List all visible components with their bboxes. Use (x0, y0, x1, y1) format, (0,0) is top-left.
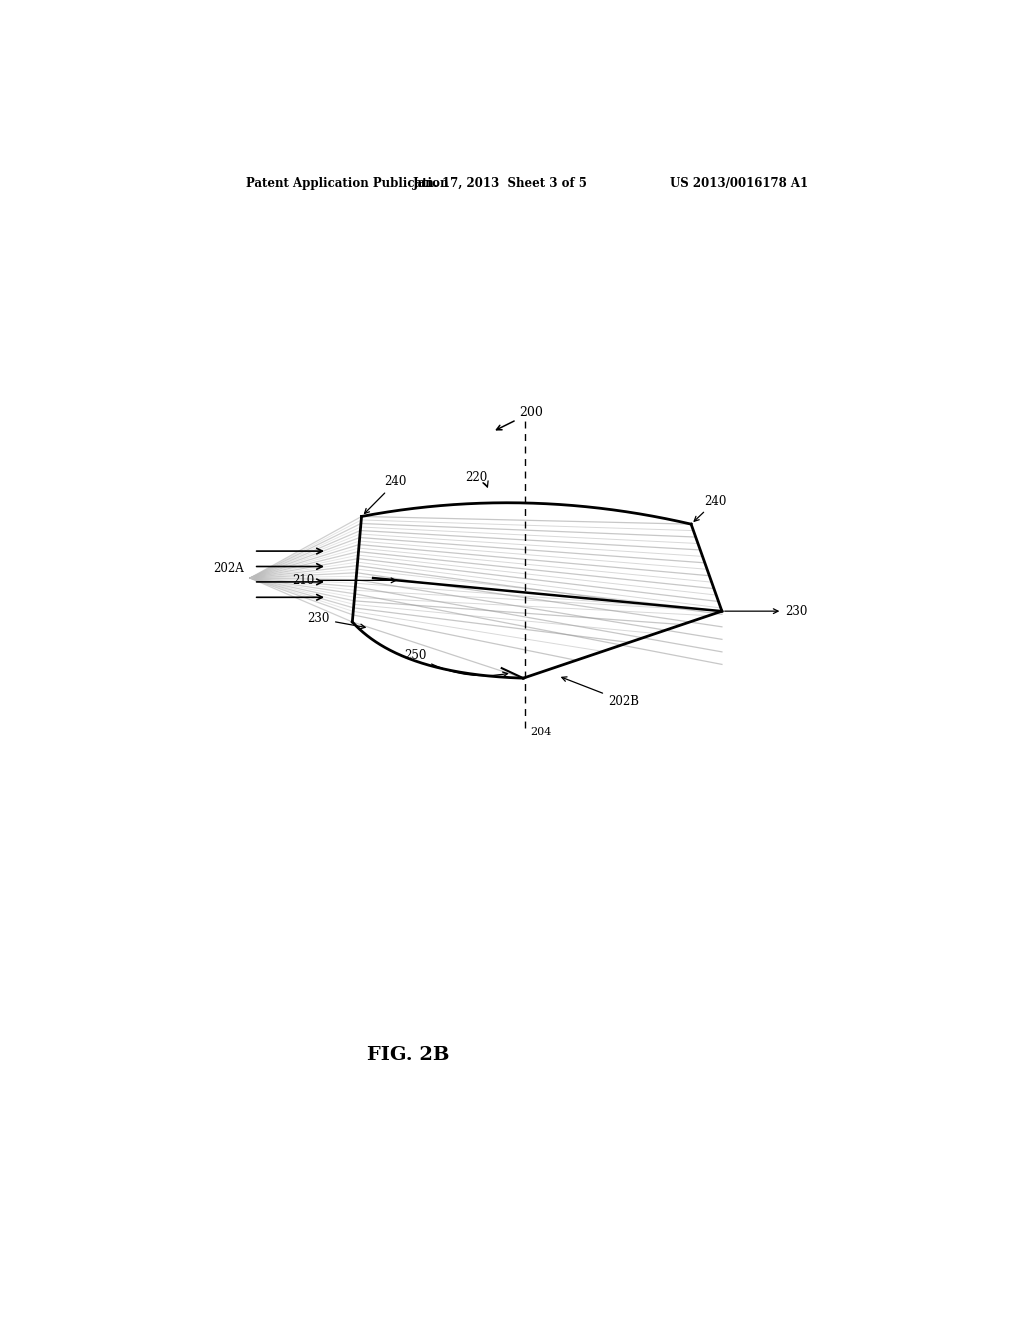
Text: 240: 240 (694, 495, 727, 521)
Text: 202A: 202A (213, 561, 244, 574)
Text: Jan. 17, 2013  Sheet 3 of 5: Jan. 17, 2013 Sheet 3 of 5 (413, 177, 588, 190)
Text: Patent Application Publication: Patent Application Publication (246, 177, 449, 190)
Text: 230: 230 (307, 612, 366, 628)
Text: US 2013/0016178 A1: US 2013/0016178 A1 (670, 177, 808, 190)
Text: 220: 220 (466, 471, 487, 484)
Text: 230: 230 (725, 605, 808, 618)
Text: 240: 240 (365, 475, 407, 513)
Text: 202B: 202B (562, 677, 639, 708)
Text: FIG. 2B: FIG. 2B (367, 1047, 449, 1064)
Text: 204: 204 (530, 726, 552, 737)
Text: 210: 210 (292, 574, 396, 587)
Text: 200: 200 (497, 407, 544, 430)
Text: 250: 250 (403, 648, 508, 677)
